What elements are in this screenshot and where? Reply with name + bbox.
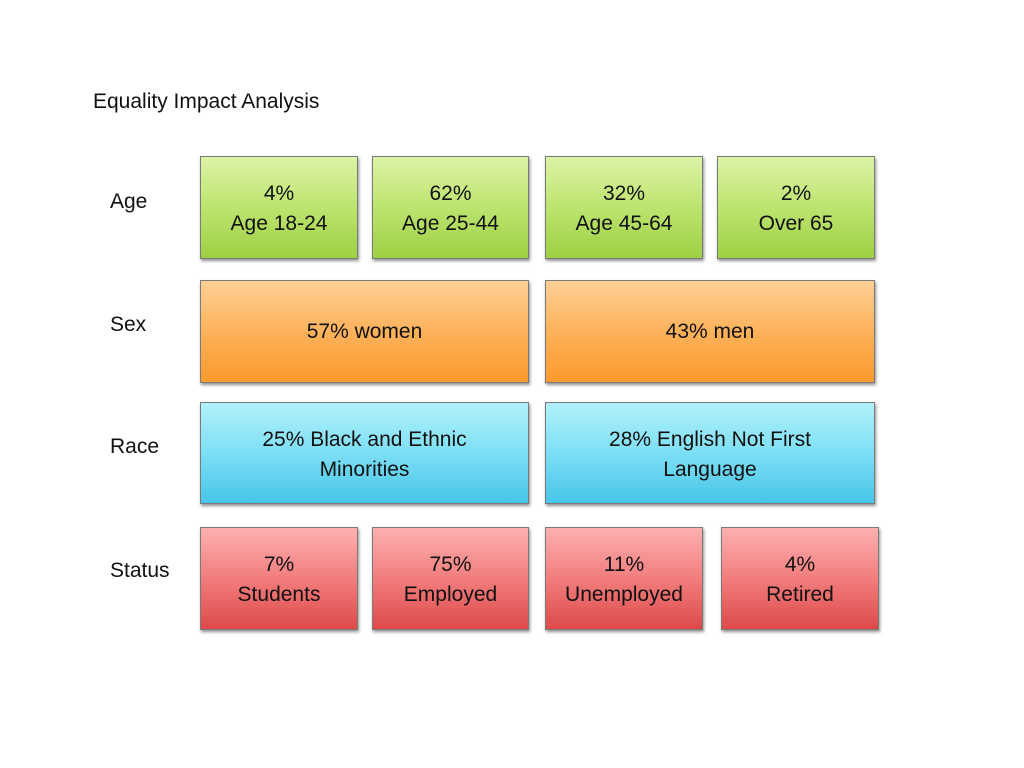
row-label-sex: Sex bbox=[110, 313, 147, 336]
age-box-caption: Over 65 bbox=[758, 212, 834, 235]
status-box-value: 75% bbox=[429, 553, 472, 576]
page-title: Equality Impact Analysis bbox=[93, 90, 320, 113]
race-box-black-ethnic-minorities: 25% Black and Ethnic Minorities bbox=[200, 402, 529, 504]
status-box-value: 4% bbox=[784, 553, 816, 576]
status-box-students: 7% Students bbox=[200, 527, 358, 630]
race-box-line1: 25% Black and Ethnic bbox=[262, 428, 467, 451]
sex-box-text: 57% women bbox=[306, 320, 423, 343]
status-box-unemployed: 11% Unemployed bbox=[545, 527, 703, 630]
age-box-value: 4% bbox=[263, 182, 295, 205]
sex-box-women: 57% women bbox=[200, 280, 529, 383]
status-box-value: 11% bbox=[603, 553, 645, 576]
age-box-caption: Age 18-24 bbox=[230, 212, 328, 235]
status-box-caption: Unemployed bbox=[565, 583, 683, 606]
status-box-retired: 4% Retired bbox=[721, 527, 879, 630]
age-box-value: 32% bbox=[602, 182, 645, 205]
age-box-over-65: 2% Over 65 bbox=[717, 156, 875, 259]
age-box-value: 62% bbox=[429, 182, 472, 205]
race-box-english-not-first-language: 28% English Not First Language bbox=[545, 402, 875, 504]
status-box-value: 7% bbox=[263, 553, 295, 576]
sex-box-men: 43% men bbox=[545, 280, 875, 383]
race-box-line1: 28% English Not First bbox=[609, 428, 811, 451]
row-label-race: Race bbox=[110, 435, 160, 458]
race-box-line2: Language bbox=[663, 458, 757, 481]
age-box-18-24: 4% Age 18-24 bbox=[200, 156, 358, 259]
row-label-status: Status bbox=[110, 559, 170, 582]
age-box-25-44: 62% Age 25-44 bbox=[372, 156, 529, 259]
age-box-45-64: 32% Age 45-64 bbox=[545, 156, 703, 259]
status-box-caption: Students bbox=[237, 583, 321, 606]
age-box-caption: Age 25-44 bbox=[402, 212, 499, 235]
sex-box-text: 43% men bbox=[665, 320, 755, 343]
row-label-age: Age bbox=[110, 190, 148, 213]
race-box-line2: Minorities bbox=[319, 458, 410, 481]
age-box-caption: Age 45-64 bbox=[575, 212, 673, 235]
status-box-caption: Employed bbox=[403, 583, 498, 606]
status-box-employed: 75% Employed bbox=[372, 527, 529, 630]
age-box-value: 2% bbox=[780, 182, 812, 205]
status-box-caption: Retired bbox=[766, 583, 834, 606]
